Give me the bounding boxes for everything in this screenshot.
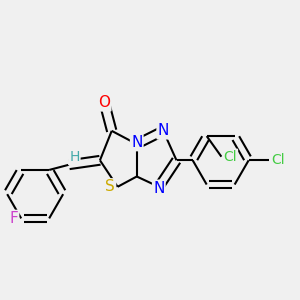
Text: N: N [158,123,169,138]
Text: O: O [98,95,110,110]
Text: S: S [105,179,115,194]
Text: H: H [69,150,80,164]
Text: Cl: Cl [224,150,237,164]
Text: N: N [153,181,164,196]
Text: F: F [9,211,18,226]
Text: N: N [131,135,142,150]
Text: Cl: Cl [271,153,285,167]
